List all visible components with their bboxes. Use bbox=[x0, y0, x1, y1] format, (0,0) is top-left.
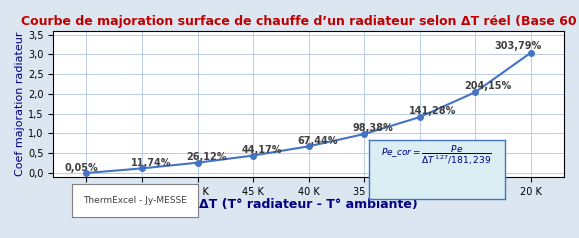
Text: 303,79%: 303,79% bbox=[494, 41, 542, 51]
X-axis label: ΔT (T° radiateur - T° ambiante): ΔT (T° radiateur - T° ambiante) bbox=[199, 198, 418, 211]
Text: 141,28%: 141,28% bbox=[409, 106, 456, 116]
Text: $Pe\_cor = \dfrac{Pe}{\Delta T^{1.27}/181,239}$: $Pe\_cor = \dfrac{Pe}{\Delta T^{1.27}/18… bbox=[382, 144, 492, 167]
Text: 11,74%: 11,74% bbox=[131, 158, 171, 168]
Text: 67,44%: 67,44% bbox=[298, 136, 338, 146]
Y-axis label: Coef majoration radiateur: Coef majoration radiateur bbox=[15, 31, 25, 176]
Text: 0,05%: 0,05% bbox=[64, 164, 98, 174]
Text: 98,38%: 98,38% bbox=[353, 123, 394, 133]
Text: 204,15%: 204,15% bbox=[464, 81, 511, 91]
Text: ThermExcel - Jy-MESSE: ThermExcel - Jy-MESSE bbox=[83, 196, 187, 205]
Title: Courbe de majoration surface de chauffe d’un radiateur selon ΔT réel (Base 60 K): Courbe de majoration surface de chauffe … bbox=[21, 15, 579, 28]
Text: 26,12%: 26,12% bbox=[186, 152, 227, 162]
Text: 44,17%: 44,17% bbox=[242, 145, 283, 155]
